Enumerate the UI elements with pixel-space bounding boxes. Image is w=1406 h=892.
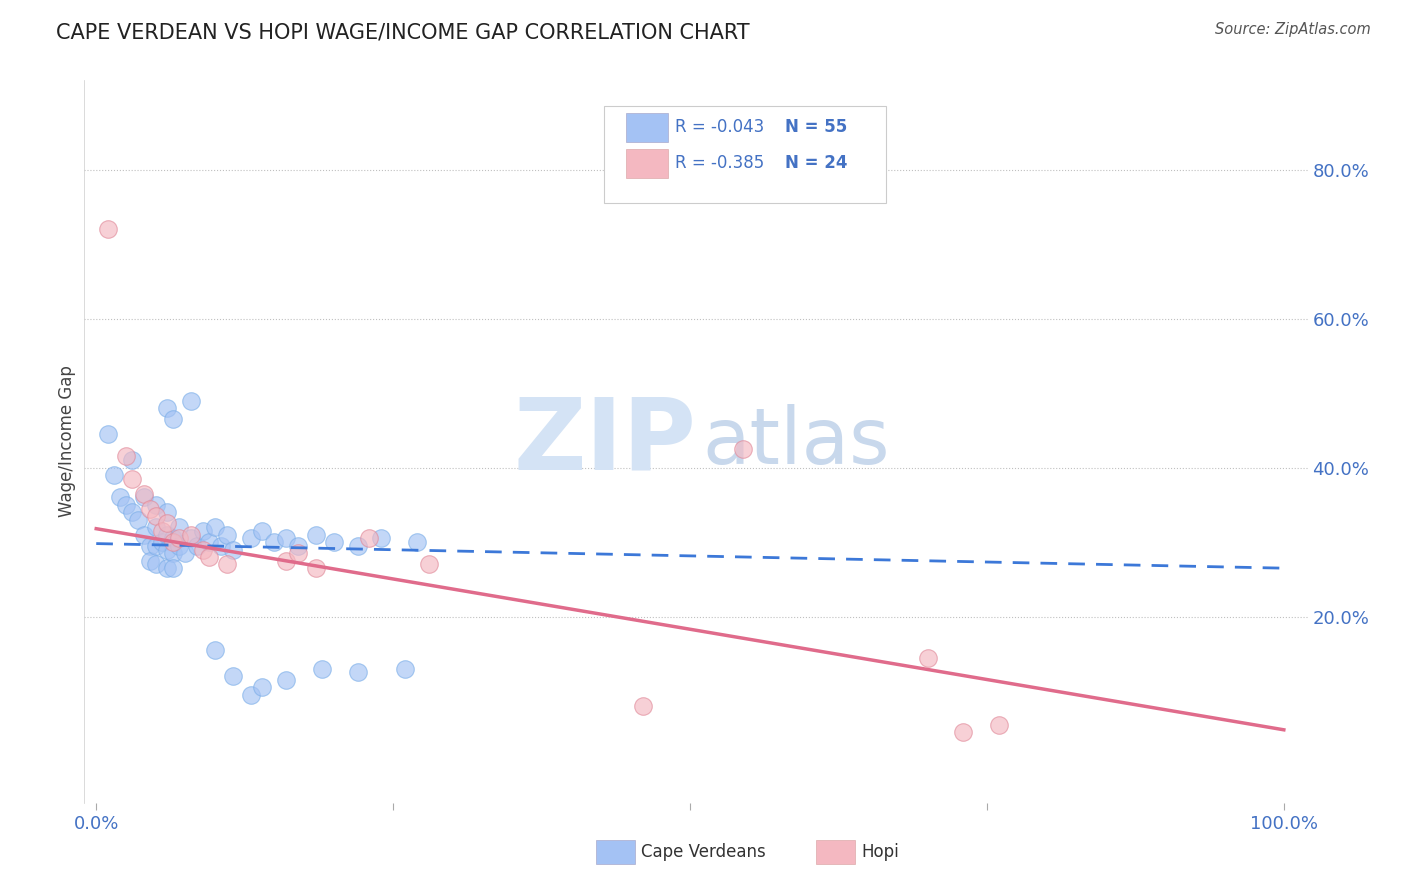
Point [162,532,184,546]
FancyBboxPatch shape [626,149,668,178]
Point [215,558,238,572]
Text: Hopi: Hopi [860,843,898,861]
Point [180,532,202,546]
Point [103,468,125,483]
Point [180,393,202,408]
Point [145,539,167,553]
Point [150,535,173,549]
Point [394,662,416,676]
Point [215,527,238,541]
Point [305,561,328,575]
Point [252,681,274,695]
Text: CAPE VERDEAN VS HOPI WAGE/INCOME GAP CORRELATION CHART: CAPE VERDEAN VS HOPI WAGE/INCOME GAP COR… [56,22,749,42]
Point [132,486,155,500]
FancyBboxPatch shape [596,839,636,864]
Point [276,673,298,687]
Point [287,539,309,553]
Point [370,532,392,546]
Y-axis label: Wage/Income Gap: Wage/Income Gap [58,366,76,517]
Point [145,498,167,512]
Point [263,535,285,549]
Point [156,542,179,557]
Point [145,558,167,572]
Point [115,450,138,464]
Text: R = -0.385: R = -0.385 [675,154,780,172]
Point [987,717,1010,731]
Point [631,698,654,713]
Point [169,539,191,553]
Point [97,427,120,442]
Point [198,535,221,549]
Point [191,524,214,538]
Point [121,505,143,519]
Point [145,520,167,534]
FancyBboxPatch shape [626,112,668,142]
Text: R = -0.043: R = -0.043 [675,119,780,136]
Point [156,527,179,541]
Point [276,532,298,546]
Point [239,532,262,546]
Point [733,442,755,456]
Point [97,222,120,236]
Point [204,520,226,534]
FancyBboxPatch shape [605,105,886,203]
Text: Cape Verdeans: Cape Verdeans [641,843,766,861]
Text: atlas: atlas [702,403,890,480]
Point [322,535,344,549]
Point [174,546,197,560]
Point [406,535,429,549]
Text: N = 24: N = 24 [786,154,848,172]
Text: Source: ZipAtlas.com: Source: ZipAtlas.com [1215,22,1371,37]
Text: ZIP: ZIP [513,393,696,490]
Point [917,650,939,665]
Point [952,725,974,739]
Point [311,662,333,676]
Point [418,558,440,572]
Point [162,546,184,560]
Point [209,539,232,553]
Point [156,401,179,415]
Point [162,535,184,549]
Point [239,688,262,702]
Point [162,412,184,426]
Point [156,516,179,531]
Point [156,505,179,519]
Point [115,498,138,512]
Point [127,513,149,527]
Point [359,532,381,546]
Point [138,539,160,553]
Point [252,524,274,538]
Point [180,527,202,541]
Point [145,509,167,524]
Point [287,546,309,560]
Point [222,669,245,683]
Point [156,561,179,575]
Point [132,491,155,505]
Point [204,643,226,657]
Point [138,501,160,516]
Point [346,665,368,680]
Point [305,527,328,541]
Point [198,549,221,564]
Point [108,491,131,505]
Point [346,539,368,553]
Point [121,453,143,467]
Point [138,554,160,568]
Point [162,561,184,575]
Point [169,532,191,546]
Point [276,554,298,568]
Text: N = 55: N = 55 [786,119,848,136]
Point [150,524,173,538]
Point [191,542,214,557]
Point [222,542,245,557]
Point [132,527,155,541]
FancyBboxPatch shape [815,839,855,864]
Point [169,520,191,534]
Point [121,472,143,486]
Point [186,539,208,553]
